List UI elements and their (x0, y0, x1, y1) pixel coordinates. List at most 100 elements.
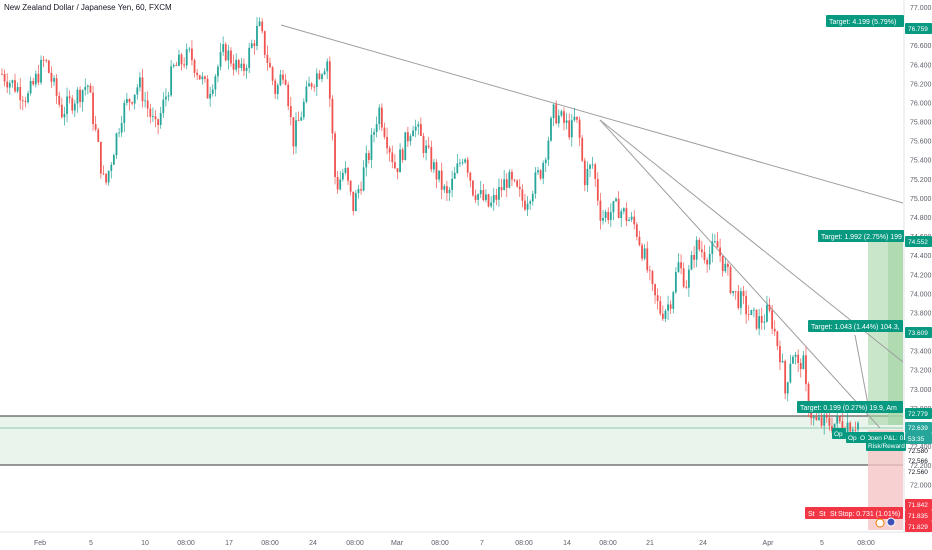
candle-body (300, 117, 303, 121)
candle-body (284, 79, 287, 85)
candle-body (321, 74, 323, 80)
candle-body (797, 354, 800, 363)
candle-body (79, 89, 81, 103)
candle-body (419, 124, 422, 136)
candle-body (19, 87, 22, 101)
candle-body (812, 416, 815, 419)
candle-body (414, 126, 417, 131)
candle-body (539, 170, 542, 179)
candle-body (53, 78, 55, 82)
candle-body (555, 104, 558, 124)
candle-body (84, 86, 87, 91)
candle-body (266, 54, 269, 63)
candle-body (638, 236, 641, 246)
candle-body (537, 170, 539, 173)
candle-body (453, 172, 456, 179)
y-tick-label: 76.400 (910, 62, 932, 69)
candle-body (472, 180, 474, 196)
candle-body (245, 68, 248, 71)
candle-body (193, 60, 196, 73)
candle-body (336, 176, 339, 190)
candle-body (222, 44, 225, 52)
candle-body (713, 241, 716, 243)
candle-body (237, 60, 240, 68)
candle-body (357, 189, 360, 194)
candle-body (583, 160, 586, 186)
candle-body (768, 304, 771, 311)
price-label: 53:35 (908, 436, 925, 443)
candle-body (86, 85, 89, 87)
candle-body (409, 136, 412, 142)
profit-area-edge (888, 242, 903, 425)
candle-body (732, 291, 735, 293)
candle-body (526, 203, 529, 210)
candle-body (802, 355, 805, 370)
candle-body (8, 82, 11, 88)
candle-body (518, 186, 521, 190)
candle-body (737, 291, 740, 308)
candle-body (425, 145, 427, 153)
x-tick-label: 5 (89, 540, 93, 547)
candle-body (695, 239, 698, 260)
candle-body (386, 136, 388, 149)
candle-body (482, 190, 485, 201)
candle-body (230, 50, 232, 64)
candle-body (594, 164, 597, 179)
candle-body (716, 241, 719, 248)
candle-body (792, 356, 794, 364)
candle-body (81, 90, 84, 103)
candle-body (758, 316, 761, 329)
candle-body (615, 198, 617, 202)
candle-body (66, 96, 68, 115)
candle-body (659, 300, 662, 314)
candle-body (500, 187, 503, 191)
price-label-bg (905, 23, 932, 34)
candle-body (823, 414, 826, 426)
candle-body (11, 80, 14, 83)
price-label: 73.609 (908, 330, 928, 337)
x-tick-label: 24 (309, 540, 317, 547)
candle-body (34, 73, 37, 85)
candle-body (698, 239, 701, 250)
candle-body (690, 254, 693, 270)
candle-body (784, 361, 787, 394)
candle-body (354, 193, 357, 212)
candle-body (682, 268, 685, 287)
position-label: Risk/Reward (868, 443, 905, 450)
candle-body (6, 81, 9, 88)
candle-body (295, 120, 297, 147)
candle-body (781, 361, 784, 363)
candle-body (589, 164, 591, 169)
x-tick-label: 24 (699, 540, 707, 547)
candle-body (157, 119, 160, 125)
candle-body (115, 133, 118, 156)
candle-body (360, 189, 362, 191)
target-label-bg (818, 230, 904, 242)
target-label-bg (826, 15, 904, 27)
candle-body (740, 291, 742, 308)
candle-body (750, 310, 753, 315)
position-label-bg (858, 432, 868, 443)
candle-body (596, 178, 599, 201)
candle-body (485, 194, 487, 201)
candle-body (50, 72, 53, 82)
candle-body (433, 162, 435, 170)
candle-body (828, 417, 831, 426)
candle-body (14, 80, 16, 92)
candle-body (417, 124, 420, 127)
y-tick-label: 72.000 (910, 482, 932, 489)
candle-body (542, 162, 545, 179)
candle-body (677, 262, 680, 273)
candle-body (367, 153, 370, 160)
candle-body (240, 63, 243, 68)
price-label-bg (905, 499, 932, 510)
candle-body (521, 189, 524, 201)
candle-body (430, 146, 433, 170)
y-tick-label: 72.200 (910, 463, 932, 470)
candle-body (427, 145, 430, 147)
candle-body (391, 152, 394, 163)
candle-body (196, 72, 199, 76)
candle-body (99, 141, 102, 174)
candle-body (857, 422, 859, 430)
